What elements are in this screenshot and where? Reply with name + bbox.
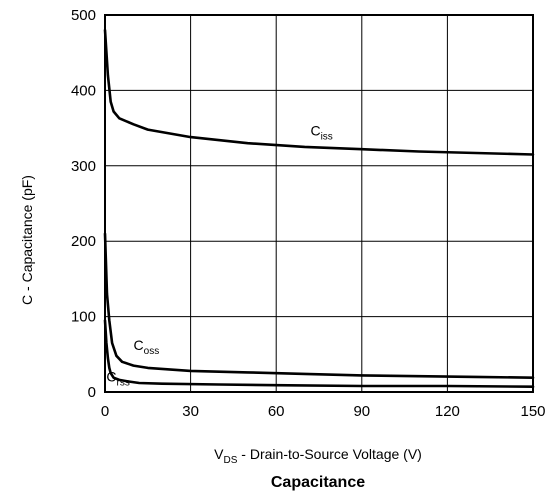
x-tick-label: 60	[268, 403, 285, 420]
y-tick-label: 400	[71, 82, 96, 99]
series-group	[103, 28, 535, 389]
series-label-coss: Coss	[134, 337, 160, 357]
x-axis-label: VDS - Drain-to-Source Voltage (V)	[214, 446, 422, 466]
y-tick-label: 0	[88, 384, 96, 401]
series-label-crss: Crss	[106, 368, 129, 388]
series-label-sub: oss	[144, 346, 160, 357]
series-line-coss	[103, 232, 535, 380]
series-label-main: C	[310, 123, 320, 139]
y-tick-label: 300	[71, 158, 96, 175]
x-axis-label-main: V	[214, 446, 224, 462]
tick-labels: 0 30 60 90 120 150 0 100 200 300 400 500	[71, 7, 546, 420]
x-tick-label: 90	[353, 403, 370, 420]
plot-frame	[104, 14, 534, 393]
series-label-ciss: Ciss	[310, 123, 332, 143]
y-tick-label: 100	[71, 309, 96, 326]
series-label-sub: rss	[117, 377, 130, 388]
x-tick-label: 120	[435, 403, 460, 420]
y-tick-label: 200	[71, 233, 96, 250]
series-label-main: C	[106, 368, 116, 384]
x-tick-label: 30	[182, 403, 199, 420]
series-label-sub: iss	[321, 132, 333, 143]
x-tick-label: 150	[520, 403, 545, 420]
plot-border	[104, 14, 534, 393]
chart-title: Capacitance	[271, 474, 365, 491]
x-axis-label-sub: DS	[224, 455, 238, 466]
x-axis-label-rest: - Drain-to-Source Voltage (V)	[237, 446, 421, 462]
series-label-main: C	[134, 337, 144, 353]
series-line-crss	[103, 319, 535, 389]
y-axis-label: C - Capacitance (pF)	[19, 175, 35, 305]
grid	[105, 15, 533, 392]
series-line-ciss	[103, 28, 535, 156]
y-tick-label: 500	[71, 7, 96, 24]
x-tick-label: 0	[101, 403, 109, 420]
